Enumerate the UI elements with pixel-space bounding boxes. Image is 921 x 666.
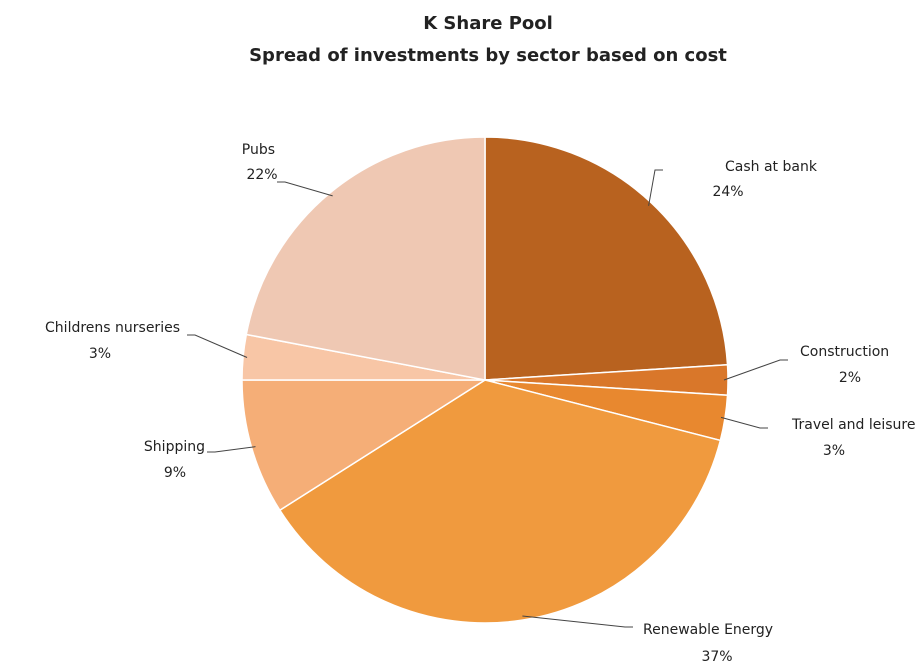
leader-line <box>277 181 333 197</box>
leader-line <box>187 334 248 358</box>
leader-line <box>723 359 788 381</box>
slice-label: Pubs <box>242 142 275 158</box>
chart-subtitle: Spread of investments by sector based on… <box>249 45 727 66</box>
slice-label: Travel and leisure <box>791 417 915 433</box>
leader-line <box>648 169 663 206</box>
leader-line <box>720 416 768 429</box>
leader-line <box>207 446 256 453</box>
slice-value-label: 9% <box>164 465 186 481</box>
slice-value-label: 2% <box>839 370 861 386</box>
slice-label: Childrens nurseries <box>45 320 180 336</box>
pie-slice <box>245 136 486 381</box>
slice-value-label: 37% <box>701 649 732 665</box>
slice-label: Construction <box>800 344 889 360</box>
slice-value-label: 24% <box>712 184 743 200</box>
slice-value-label: 3% <box>89 346 111 362</box>
slice-label: Shipping <box>144 439 205 455</box>
pie-slice <box>484 136 729 381</box>
leader-line <box>522 615 633 628</box>
pie-slice <box>241 379 488 512</box>
chart-title: K Share Pool <box>423 13 553 34</box>
slice-label: Renewable Energy <box>643 622 773 638</box>
slice-label: Cash at bank <box>725 159 818 175</box>
slice-value-label: 22% <box>246 167 277 183</box>
slice-value-label: 3% <box>823 443 845 459</box>
